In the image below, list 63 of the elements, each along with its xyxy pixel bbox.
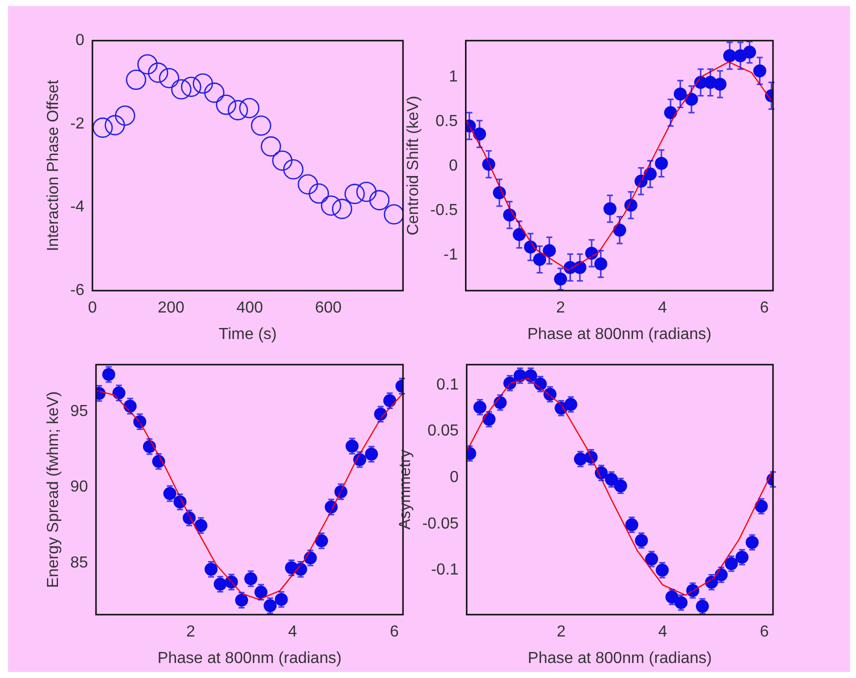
x-tick-label: 4 [288, 624, 298, 641]
x-axis-title: Phase at 800nm (radians) [527, 326, 712, 343]
y-tick-label: 0 [448, 157, 458, 174]
point [171, 79, 192, 100]
point [272, 150, 292, 171]
y-tick-label: 0 [450, 468, 459, 486]
y-tick-label: -0.05 [422, 515, 459, 532]
y-tick-label: 0.05 [428, 422, 459, 440]
point [180, 76, 202, 97]
x-tick-label: 2 [186, 624, 196, 641]
point [344, 184, 365, 204]
point [283, 159, 304, 180]
y-tick-label: -0.5 [430, 202, 458, 219]
x-tick-label: 2 [556, 624, 566, 641]
point [384, 204, 403, 224]
y-tick-label: 0 [76, 32, 85, 50]
y-tick-label: -4 [70, 198, 85, 216]
x-tick-label: 400 [236, 300, 264, 317]
y-tick-label: 0.1 [436, 376, 459, 394]
x-tick-label: 600 [314, 300, 342, 317]
y-tick-label: -6 [70, 282, 85, 300]
point [356, 182, 377, 202]
point [137, 54, 158, 74]
point [216, 94, 236, 115]
point [126, 70, 146, 90]
x-axis-title: Time (s) [218, 326, 277, 343]
point [92, 118, 113, 138]
y-axis-title: Interaction Phase Offset [45, 79, 62, 252]
y-tick-label: 85 [70, 554, 88, 572]
y-tick-label: 0.5 [436, 112, 458, 130]
point [204, 82, 224, 103]
point [104, 115, 125, 136]
x-axis-title: Phase at 800nm (radians) [157, 650, 342, 667]
y-tick-label: 1 [448, 68, 458, 86]
point [250, 115, 272, 136]
x-tick-label: 2 [556, 300, 566, 317]
x-tick-label: 4 [658, 624, 668, 641]
point [332, 198, 352, 220]
x-tick-label: 6 [760, 300, 769, 317]
point [148, 62, 168, 83]
y-tick-label: 95 [70, 402, 88, 420]
point [239, 98, 260, 118]
y-tick-label: -2 [70, 115, 85, 132]
point [260, 136, 282, 157]
point [308, 183, 330, 204]
point [114, 105, 136, 126]
point [192, 73, 214, 94]
point [320, 195, 342, 216]
x-tick-label: 6 [390, 624, 399, 641]
point [369, 190, 390, 210]
y-tick-label: -0.1 [431, 562, 459, 579]
point [228, 100, 248, 120]
point [158, 68, 180, 88]
y-tick-label: -1 [444, 246, 458, 264]
y-axis-title: Asymmetry [397, 450, 414, 530]
y-tick-label: 90 [70, 478, 88, 496]
y-axis-title: Energy Spread (fwhm; keV) [45, 391, 62, 588]
x-tick-label: 4 [658, 300, 667, 317]
y-axis-title: Centroid Shift (keV) [405, 96, 422, 236]
x-axis-title: Phase at 800nm (radians) [528, 650, 712, 667]
x-tick-label: 200 [158, 300, 184, 317]
point [298, 174, 318, 194]
x-tick-label: 6 [760, 624, 769, 641]
